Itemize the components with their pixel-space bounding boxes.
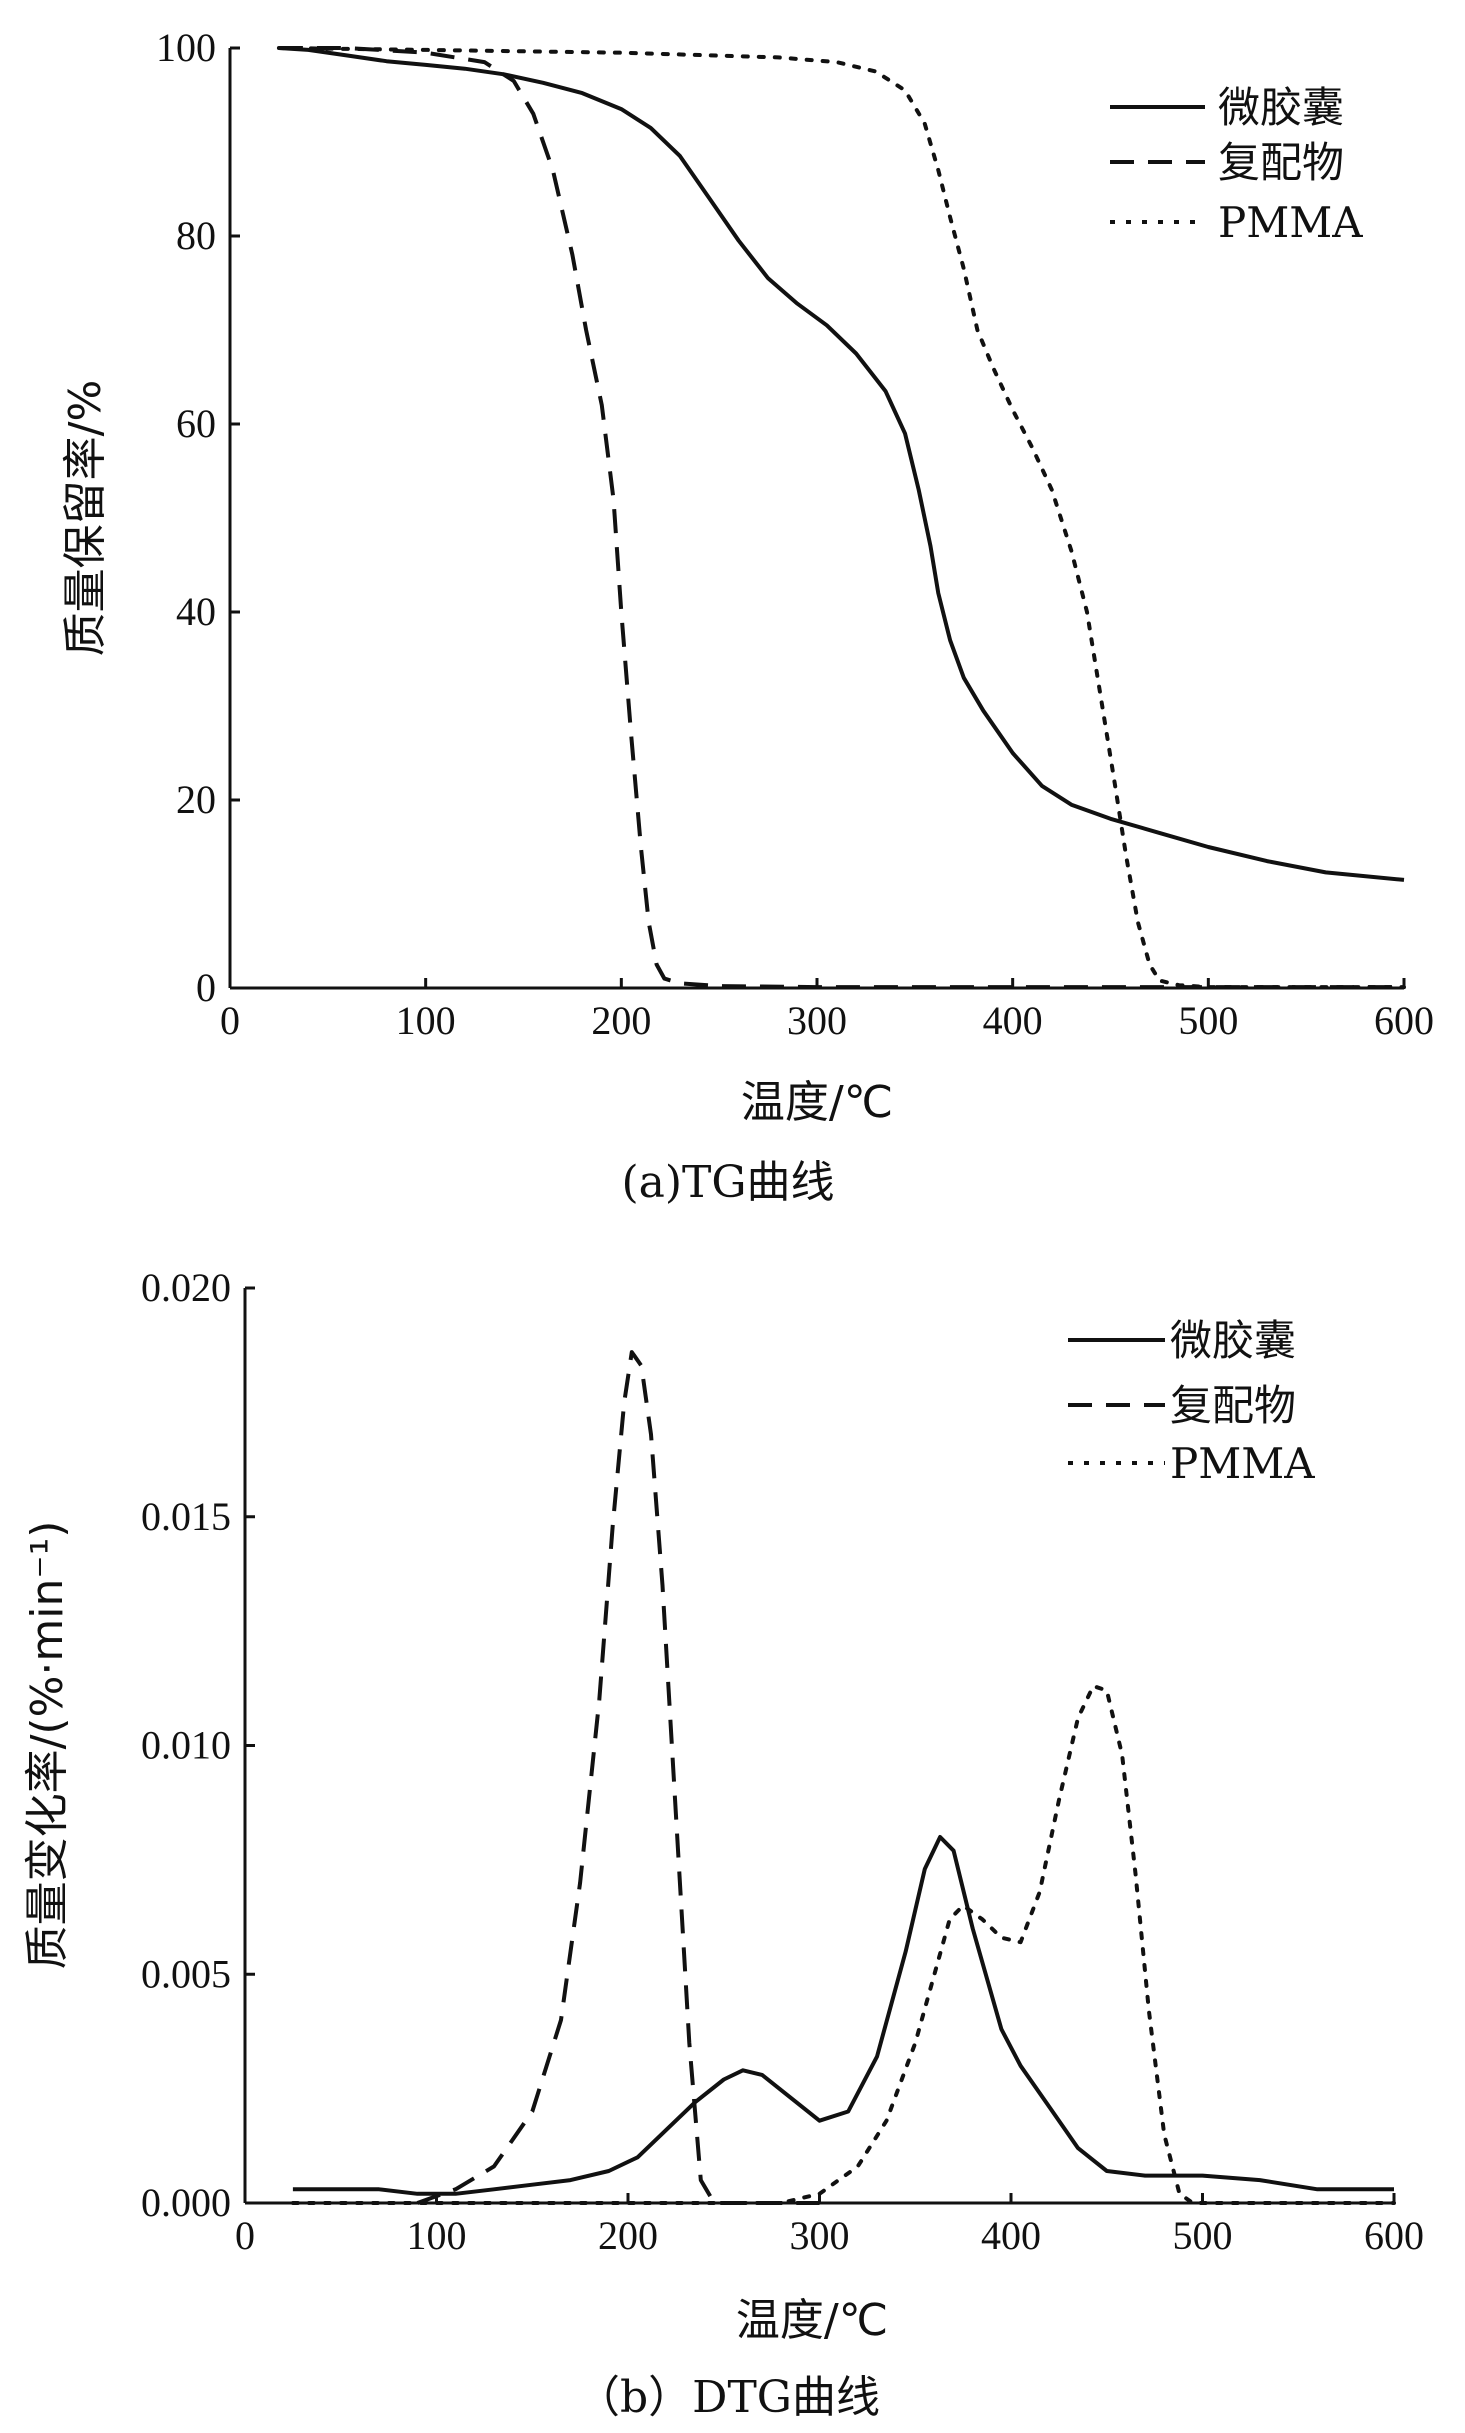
tg-x-tick-label: 300 (787, 998, 847, 1043)
tg-x-tick-label: 200 (591, 998, 651, 1043)
dtg-legend: 微胶囊 复配物 PMMA (1068, 1316, 1315, 1488)
dtg-legend-label-compound: 复配物 (1170, 1381, 1296, 1430)
tg-x-tick-label: 400 (983, 998, 1043, 1043)
tg-series-microcapsule-line (278, 46, 1405, 882)
tg-series-group (276, 46, 1406, 990)
tg-x-tick-label: 500 (1178, 998, 1238, 1043)
tg-series-compound-line (278, 46, 1404, 990)
dtg-y-tick-label: 0.010 (141, 1723, 231, 1768)
dtg-x-tick-label: 500 (1173, 2213, 1233, 2258)
dtg-legend-label-microcapsule: 微胶囊 (1170, 1316, 1296, 1365)
dtg-caption: （b）DTG曲线 (576, 2372, 880, 2423)
tg-legend-label-compound: 复配物 (1218, 138, 1344, 187)
tg-x-axis-label: 温度/℃ (741, 1077, 893, 1128)
tg-y-axis-label: 质量保留率/% (60, 380, 111, 657)
dtg-y-tick-label: 0.015 (141, 1494, 231, 1539)
dtg-series-group (290, 1350, 1396, 2205)
tg-legend-label-microcapsule: 微胶囊 (1218, 83, 1344, 132)
dtg-legend-label-pmma: PMMA (1170, 1439, 1315, 1488)
dtg-x-tick-label: 600 (1364, 2213, 1424, 2258)
tg-tick-group: 0 100 200 300 400 500 600 0 20 40 60 80 100 (156, 25, 1434, 1043)
dtg-x-tick-label: 200 (598, 2213, 658, 2258)
dtg-x-tick-label: 400 (981, 2213, 1041, 2258)
dtg-y-tick-label: 0.005 (141, 1951, 231, 1996)
dtg-x-tick-label: 100 (407, 2213, 467, 2258)
dtg-series-compound-line (416, 1350, 820, 2205)
tg-legend-label-pmma: PMMA (1218, 198, 1363, 247)
dtg-y-tick-label: 0.020 (141, 1265, 231, 1310)
panel-dtg: 0 100 200 300 400 500 600 0.000 0.005 0.010 0.015 0… (22, 1265, 1424, 2423)
dtg-series-pmma-line (290, 1684, 1396, 2205)
dtg-x-tick-label: 300 (790, 2213, 850, 2258)
dtg-series-microcapsule-line (292, 1835, 1394, 2196)
tg-y-tick-label: 40 (176, 589, 216, 634)
tg-x-tick-label: 100 (396, 998, 456, 1043)
dtg-y-tick-label: 0.000 (141, 2180, 231, 2225)
tg-y-tick-label: 20 (176, 777, 216, 822)
tg-y-tick-label: 80 (176, 213, 216, 258)
tg-series-pmma-line (276, 46, 1406, 990)
tg-y-tick-label: 0 (196, 965, 216, 1010)
dtg-x-tick-label: 0 (235, 2213, 255, 2258)
tg-x-tick-label: 600 (1374, 998, 1434, 1043)
tg-caption: (a)TG曲线 (621, 1157, 834, 1208)
dtg-x-axis-label: 温度/℃ (736, 2295, 888, 2346)
tg-legend: 微胶囊 复配物 PMMA (1110, 83, 1363, 247)
dtg-y-axis-label: 质量变化率/(%·min⁻¹) (22, 1521, 73, 1970)
tg-y-tick-label: 60 (176, 401, 216, 446)
tg-y-tick-label: 100 (156, 25, 216, 70)
dtg-tick-group: 0 100 200 300 400 500 600 0.000 0.005 0.010 0.015 0… (141, 1265, 1424, 2258)
tg-x-tick-label: 0 (220, 998, 240, 1043)
